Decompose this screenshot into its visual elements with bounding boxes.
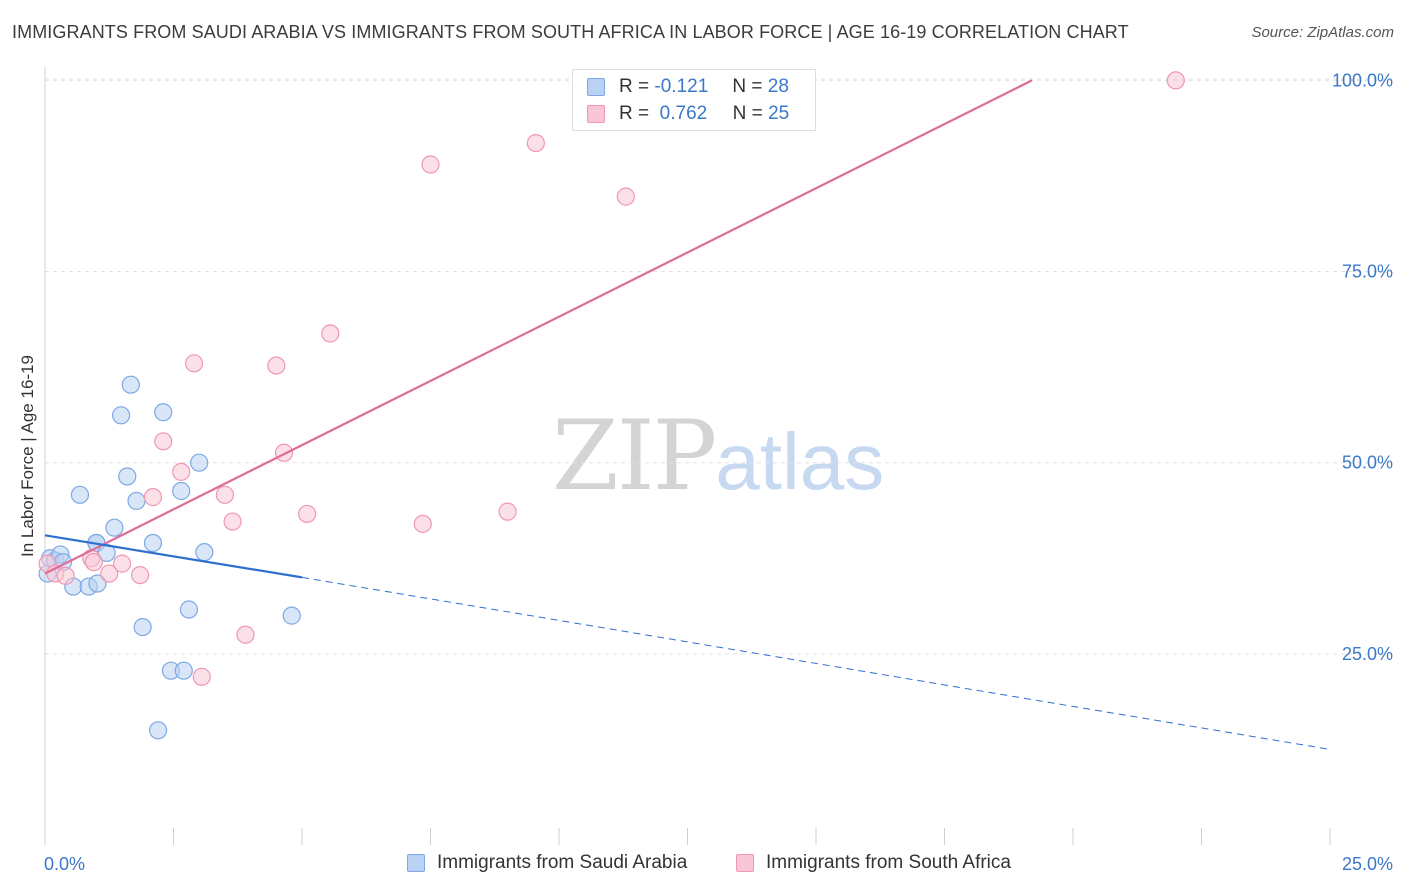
legend-swatch-southafrica: [587, 105, 605, 123]
southafrica-point: [223, 512, 242, 531]
watermark: ZIPatlas: [552, 400, 884, 512]
correlation-legend: R = -0.121 N = 28 R = 0.762 N = 25: [572, 69, 816, 131]
southafrica-point: [526, 133, 545, 153]
x-tick-label: 25.0%: [1342, 854, 1393, 874]
y-tick-label: 100.0%: [1332, 70, 1393, 90]
y-tick-label: 50.0%: [1342, 453, 1393, 473]
southafrica-point: [616, 187, 635, 206]
saudi-point: [148, 721, 168, 740]
bottom-legend-saudi: Immigrants from Saudi Arabia: [407, 852, 687, 874]
southafrica-point: [1166, 71, 1185, 90]
southafrica-point: [84, 552, 103, 572]
saudi-trend-extension: [301, 576, 1331, 750]
saudi-point: [172, 481, 191, 501]
saudi-trend-line: [44, 534, 303, 579]
legend-row-southafrica: R = 0.762 N = 25: [587, 101, 789, 127]
legend-r-label: R =: [619, 103, 650, 124]
southafrica-point: [413, 514, 432, 533]
y-axis-label: In Labor Force | Age 16-19: [18, 355, 37, 557]
southafrica-point: [172, 462, 191, 481]
legend-n-label: N =: [732, 103, 763, 124]
southafrica-point: [274, 443, 294, 462]
saudi-point: [143, 533, 163, 553]
southafrica-point: [112, 554, 132, 573]
southafrica-point: [421, 155, 440, 174]
saudi-point: [121, 375, 140, 394]
y-tick-label: 25.0%: [1342, 644, 1393, 664]
legend-row-saudi: R = -0.121 N = 28: [587, 74, 789, 100]
southafrica-point: [143, 488, 163, 507]
bottom-legend-label-saudi: Immigrants from Saudi Arabia: [437, 852, 688, 873]
saudi-point: [133, 617, 152, 637]
saudi-point: [195, 543, 214, 562]
southafrica-point: [100, 564, 119, 583]
saudi-point: [118, 467, 137, 486]
saudi-point: [179, 600, 199, 619]
saudi-point: [190, 453, 209, 472]
saudi-point: [70, 485, 90, 504]
legend-r-saudi: -0.121: [654, 76, 709, 97]
y-tick-label: 75.0%: [1342, 262, 1393, 282]
southafrica-point: [236, 625, 255, 644]
x-tick-label: 0.0%: [44, 854, 85, 874]
southafrica-point: [154, 432, 173, 451]
bottom-legend-swatch-saudi: [407, 854, 425, 872]
saudi-point: [154, 403, 173, 422]
legend-n-saudi: 28: [767, 76, 789, 97]
southafrica-trend-line: [44, 79, 1033, 575]
chart-title: IMMIGRANTS FROM SAUDI ARABIA VS IMMIGRAN…: [12, 22, 1129, 42]
southafrica-point: [267, 356, 286, 375]
southafrica-point: [56, 566, 75, 585]
legend-n-southafrica: 25: [768, 103, 790, 124]
southafrica-point: [298, 504, 317, 524]
legend-n-label: N =: [732, 76, 763, 97]
saudi-point: [282, 606, 301, 625]
bottom-legend-southafrica: Immigrants from South Africa: [736, 852, 1011, 874]
bottom-legend-swatch-southafrica: [736, 854, 754, 872]
watermark-atlas: atlas: [715, 417, 885, 506]
legend-r-label: R =: [619, 76, 650, 97]
southafrica-point: [192, 667, 211, 686]
saudi-point: [105, 518, 124, 537]
southafrica-point: [215, 485, 234, 504]
legend-swatch-saudi: [587, 78, 605, 96]
watermark-zip: ZIP: [552, 400, 717, 512]
saudi-point: [127, 491, 146, 511]
legend-r-southafrica: 0.762: [659, 103, 708, 124]
southafrica-point: [321, 324, 340, 343]
southafrica-point: [130, 565, 150, 585]
saudi-point: [174, 661, 193, 680]
saudi-point: [111, 406, 131, 425]
saudi-point: [88, 574, 107, 593]
bottom-legend-label-southafrica: Immigrants from South Africa: [766, 852, 1011, 873]
southafrica-point: [498, 502, 517, 521]
southafrica-point: [184, 354, 204, 373]
source-label: Source: ZipAtlas.com: [1251, 24, 1394, 41]
